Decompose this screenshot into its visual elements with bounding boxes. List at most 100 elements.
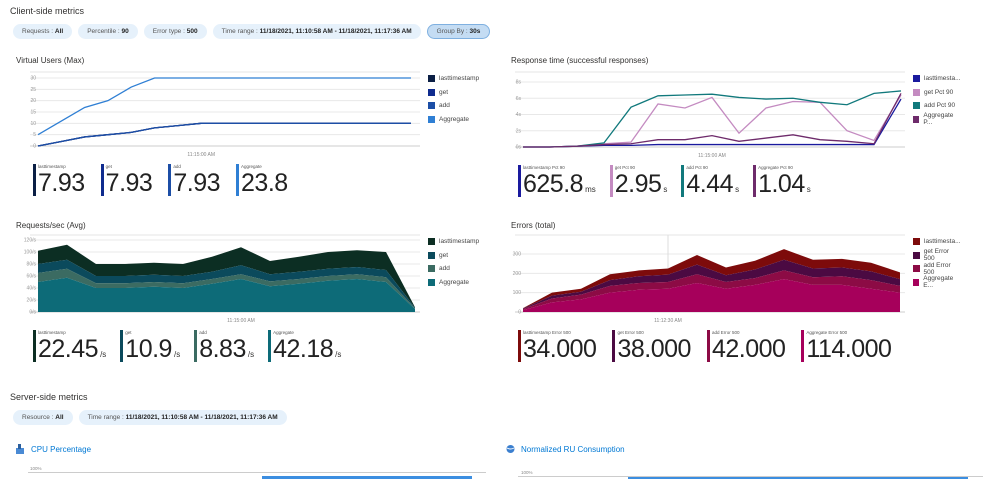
resource-filter[interactable]: Resource : All — [13, 410, 73, 425]
legend-item[interactable]: Aggregate P... — [913, 112, 960, 126]
legend-swatch — [913, 265, 920, 273]
series-line-2[interactable] — [37, 122, 411, 147]
y-tick-label: 0s — [516, 145, 522, 151]
stat-unit: s — [806, 185, 811, 194]
stat-label: get — [125, 330, 132, 335]
legend-item[interactable]: add — [428, 262, 479, 276]
stat-label: Aggregate — [241, 164, 262, 169]
stat-value: 2.95 — [614, 170, 662, 198]
stat-tile[interactable]: add Pct 90 4.44 s — [681, 165, 739, 197]
server-time-range-filter[interactable]: Time range : 11/18/2021, 11:10:58 AM - 1… — [78, 410, 287, 425]
cpu-percentage-link[interactable]: CPU Percentage — [31, 444, 92, 454]
normalized-ru-link[interactable]: Normalized RU Consumption — [521, 444, 625, 454]
y-tick-label: 60/s — [27, 274, 37, 280]
stat-tile[interactable]: Aggregate 23.8 — [236, 164, 290, 196]
series-area-3[interactable] — [38, 277, 415, 312]
stat-tile[interactable]: lasttimestamp Pct 90 625.8 ms — [518, 165, 596, 197]
y-tick-label: 15 — [30, 110, 36, 116]
series-line-0[interactable] — [523, 98, 902, 148]
legend-item[interactable]: Aggregate E... — [913, 275, 960, 289]
time-range-filter[interactable]: Time range : 11/18/2021, 11:10:58 AM - 1… — [212, 24, 421, 39]
series-area-3[interactable] — [523, 279, 900, 312]
series-line-2[interactable] — [523, 90, 902, 148]
stat-value: 34.000 — [523, 335, 597, 363]
legend-item[interactable]: add Error 500 — [913, 262, 960, 276]
cpu-icon — [16, 444, 24, 454]
stat-label: add — [173, 164, 181, 169]
normalized-ru-header[interactable]: Normalized RU Consumption — [506, 444, 625, 454]
y-tick-label: 0 — [518, 310, 521, 316]
ru-gridline — [518, 476, 983, 477]
legend-item[interactable]: get Error 500 — [913, 248, 960, 263]
stat-label: Aggregate Error 500 — [806, 330, 848, 335]
stat-label: get — [105, 164, 112, 169]
filter-label: Requests : — [22, 28, 55, 35]
series-line-1[interactable] — [523, 94, 902, 148]
series-area-1[interactable] — [523, 259, 900, 310]
chart-svg: 0/s 20/s 40/s 60/s 80/s 100/s 120/s 11:15:00 AM — [24, 234, 420, 324]
filter-label: Group By : — [436, 28, 470, 35]
legend-swatch — [428, 88, 435, 96]
stat-unit: /s — [247, 350, 255, 359]
legend-item[interactable]: get Pct 90 — [913, 86, 960, 100]
filter-value: 90 — [121, 28, 129, 35]
stat-unit: s — [735, 185, 740, 194]
series-area-0[interactable] — [523, 249, 900, 309]
legend-item[interactable]: add Pct 90 — [913, 99, 960, 113]
stat-tile[interactable]: add 7.93 — [168, 164, 222, 196]
filter-value: 11/18/2021, 11:10:58 AM - 11/18/2021, 11… — [125, 414, 278, 421]
percentile-filter[interactable]: Percentile : 90 — [78, 24, 138, 39]
stat-tile[interactable]: lasttimestamp 22.45/s — [33, 330, 106, 362]
y-tick-label: 8s — [516, 80, 522, 86]
error-type-filter[interactable]: Error type : 500 — [143, 24, 207, 39]
stat-label: lasttimestamp Error 500 — [523, 330, 571, 335]
series-area-2[interactable] — [38, 268, 415, 309]
stat-value: 42.000 — [711, 335, 786, 363]
series-area-2[interactable] — [523, 270, 900, 311]
legend-item[interactable]: lasttimesta... — [913, 235, 960, 249]
legend-item[interactable]: add — [428, 99, 479, 113]
legend-item[interactable]: get — [428, 249, 479, 263]
stat-label: lasttimestamp — [38, 330, 66, 335]
client-filters: Requests : All Percentile : 90 Error typ… — [13, 24, 491, 39]
legend-label: lasttimestamp — [439, 238, 480, 246]
legend-item[interactable]: Aggregate — [428, 113, 479, 127]
stat-tile[interactable]: get Pct 90 2.95 s — [609, 165, 668, 198]
stat-tile[interactable]: Aggregate Pct 90 1.04 s — [753, 165, 811, 197]
stat-tile[interactable]: get 7.93 — [100, 164, 155, 196]
stat-tile[interactable]: lasttimestamp 7.93 — [33, 164, 87, 196]
stat-tile[interactable]: lasttimestamp Error 500 34.000 — [518, 330, 598, 362]
y-tick-label: 40/s — [27, 286, 37, 292]
legend-item[interactable]: lasttimesta... — [913, 72, 960, 86]
legend-swatch — [913, 75, 920, 83]
stat-tile[interactable]: get Error 500 38.000 — [612, 330, 692, 362]
summary-stats: lasttimestamp 7.93 get 7.93 add 7.93 Aggregate… — [33, 164, 290, 196]
stat-value: 4.44 — [686, 170, 734, 198]
legend-item[interactable]: get — [428, 86, 479, 100]
stat-unit: /s — [335, 350, 342, 359]
legend-label: get Pct 90 — [924, 88, 954, 96]
chart-svg: 0 100 200 300 11:12:30 AM — [513, 234, 905, 324]
stat-unit: s — [663, 185, 668, 194]
legend-item[interactable]: lasttimestamp — [428, 235, 479, 249]
legend-item[interactable]: Aggregate — [428, 276, 479, 290]
stat-label: add Pct 90 — [686, 165, 708, 170]
stat-tile[interactable]: add 8.83/s — [194, 330, 254, 362]
stat-tile[interactable]: get 10.9/s — [120, 330, 180, 362]
stat-label: add Error 500 — [711, 330, 740, 335]
legend-item[interactable]: lasttimestamp — [428, 72, 479, 86]
series-line-3[interactable] — [37, 77, 411, 136]
requests-filter[interactable]: Requests : All — [13, 24, 73, 39]
summary-stats: lasttimestamp 22.45/s get 10.9/s add 8.83/s Ag… — [33, 330, 341, 362]
stat-tile[interactable]: Aggregate 42.18/s — [268, 330, 341, 362]
y-tick-label: 0/s — [29, 310, 36, 316]
series-line-3[interactable] — [523, 93, 902, 148]
stat-tile[interactable]: add Error 500 42.000 — [706, 330, 787, 363]
stat-value: 625.8 — [523, 170, 584, 198]
stat-tile[interactable]: Aggregate Error 500 114.000 — [801, 330, 893, 362]
series-area-1[interactable] — [38, 259, 415, 309]
legend-label: get Error 500 — [923, 248, 950, 263]
group-by-filter[interactable]: Group By : 30s — [426, 24, 491, 39]
series-area-0[interactable] — [38, 244, 415, 308]
cpu-percentage-header[interactable]: CPU Percentage — [16, 444, 91, 454]
